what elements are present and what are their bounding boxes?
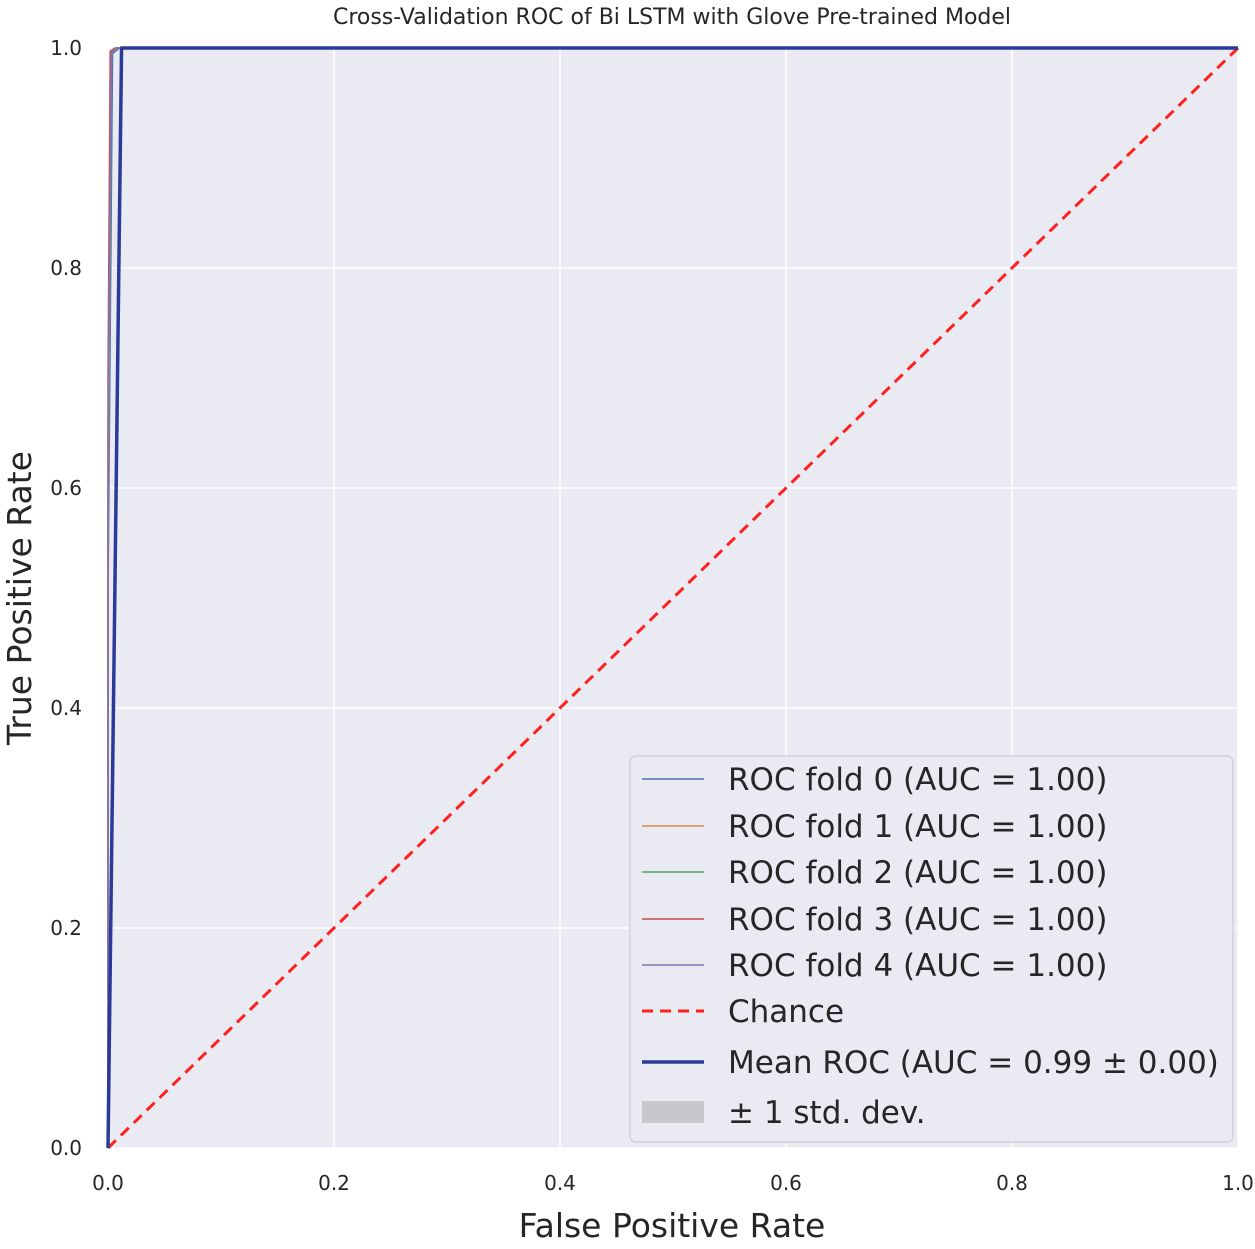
x-tick-label: 1.0: [1222, 1171, 1254, 1195]
legend: ROC fold 0 (AUC = 1.00) ROC fold 1 (AUC =…: [629, 755, 1234, 1143]
x-axis-label: False Positive Rate: [519, 1206, 826, 1245]
y-tick-label: 0.6: [50, 476, 82, 500]
legend-label: ROC fold 1 (AUC = 1.00): [728, 809, 1107, 845]
x-tick-label: 0.4: [544, 1171, 576, 1195]
y-tick-label: 1.0: [50, 36, 82, 60]
legend-label: ± 1 std. dev.: [728, 1095, 926, 1131]
series-layer: [106, 46, 1240, 1150]
x-tick-label: 0.2: [318, 1171, 350, 1195]
tick-labels: 0.0 0.2 0.4 0.6 0.8 1.0 0.0 0.2 0.4 0.6 0.8 1.0: [50, 36, 1254, 1195]
legend-label: Mean ROC (AUC = 0.99 ± 0.00): [728, 1045, 1219, 1081]
legend-label: ROC fold 4 (AUC = 1.00): [728, 948, 1107, 984]
y-axis-label: True Positive Rate: [0, 451, 39, 746]
y-tick-label: 0.8: [50, 256, 82, 280]
legend-label: ROC fold 0 (AUC = 1.00): [728, 762, 1107, 798]
grid: [107, 47, 1239, 1149]
y-tick-label: 0.4: [50, 696, 82, 720]
y-tick-label: 0.0: [50, 1136, 82, 1160]
legend-label: ROC fold 3 (AUC = 1.00): [728, 902, 1107, 938]
legend-label: Chance: [728, 994, 844, 1030]
x-tick-label: 0.6: [770, 1171, 802, 1195]
x-tick-label: 0.8: [996, 1171, 1028, 1195]
x-tick-label: 0.0: [92, 1171, 124, 1195]
series-line-5: [106, 46, 1240, 1150]
series-line-6: [106, 46, 1238, 1149]
legend-label: ROC fold 2 (AUC = 1.00): [728, 855, 1107, 891]
chart-title: Cross-Validation ROC of Bi LSTM with Glo…: [333, 5, 1011, 30]
legend-swatch: [642, 1101, 704, 1123]
y-tick-label: 0.2: [50, 916, 82, 940]
